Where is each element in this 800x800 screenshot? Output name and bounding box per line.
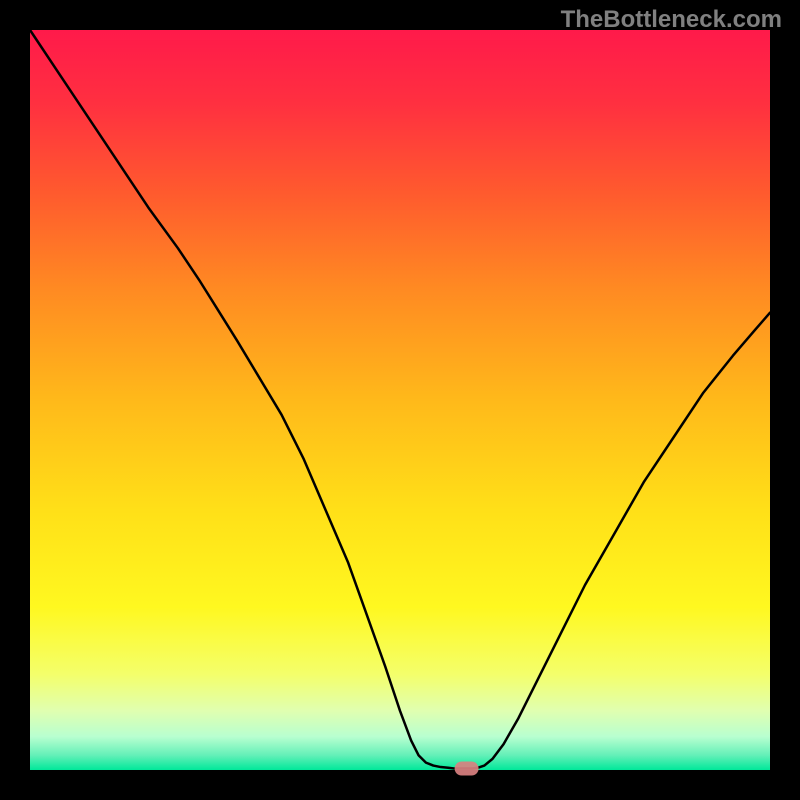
bottleneck-curve-chart [0, 0, 800, 800]
plot-background [30, 30, 770, 770]
chart-canvas: TheBottleneck.com [0, 0, 800, 800]
watermark-text: TheBottleneck.com [561, 6, 782, 34]
minimum-marker [455, 762, 479, 776]
